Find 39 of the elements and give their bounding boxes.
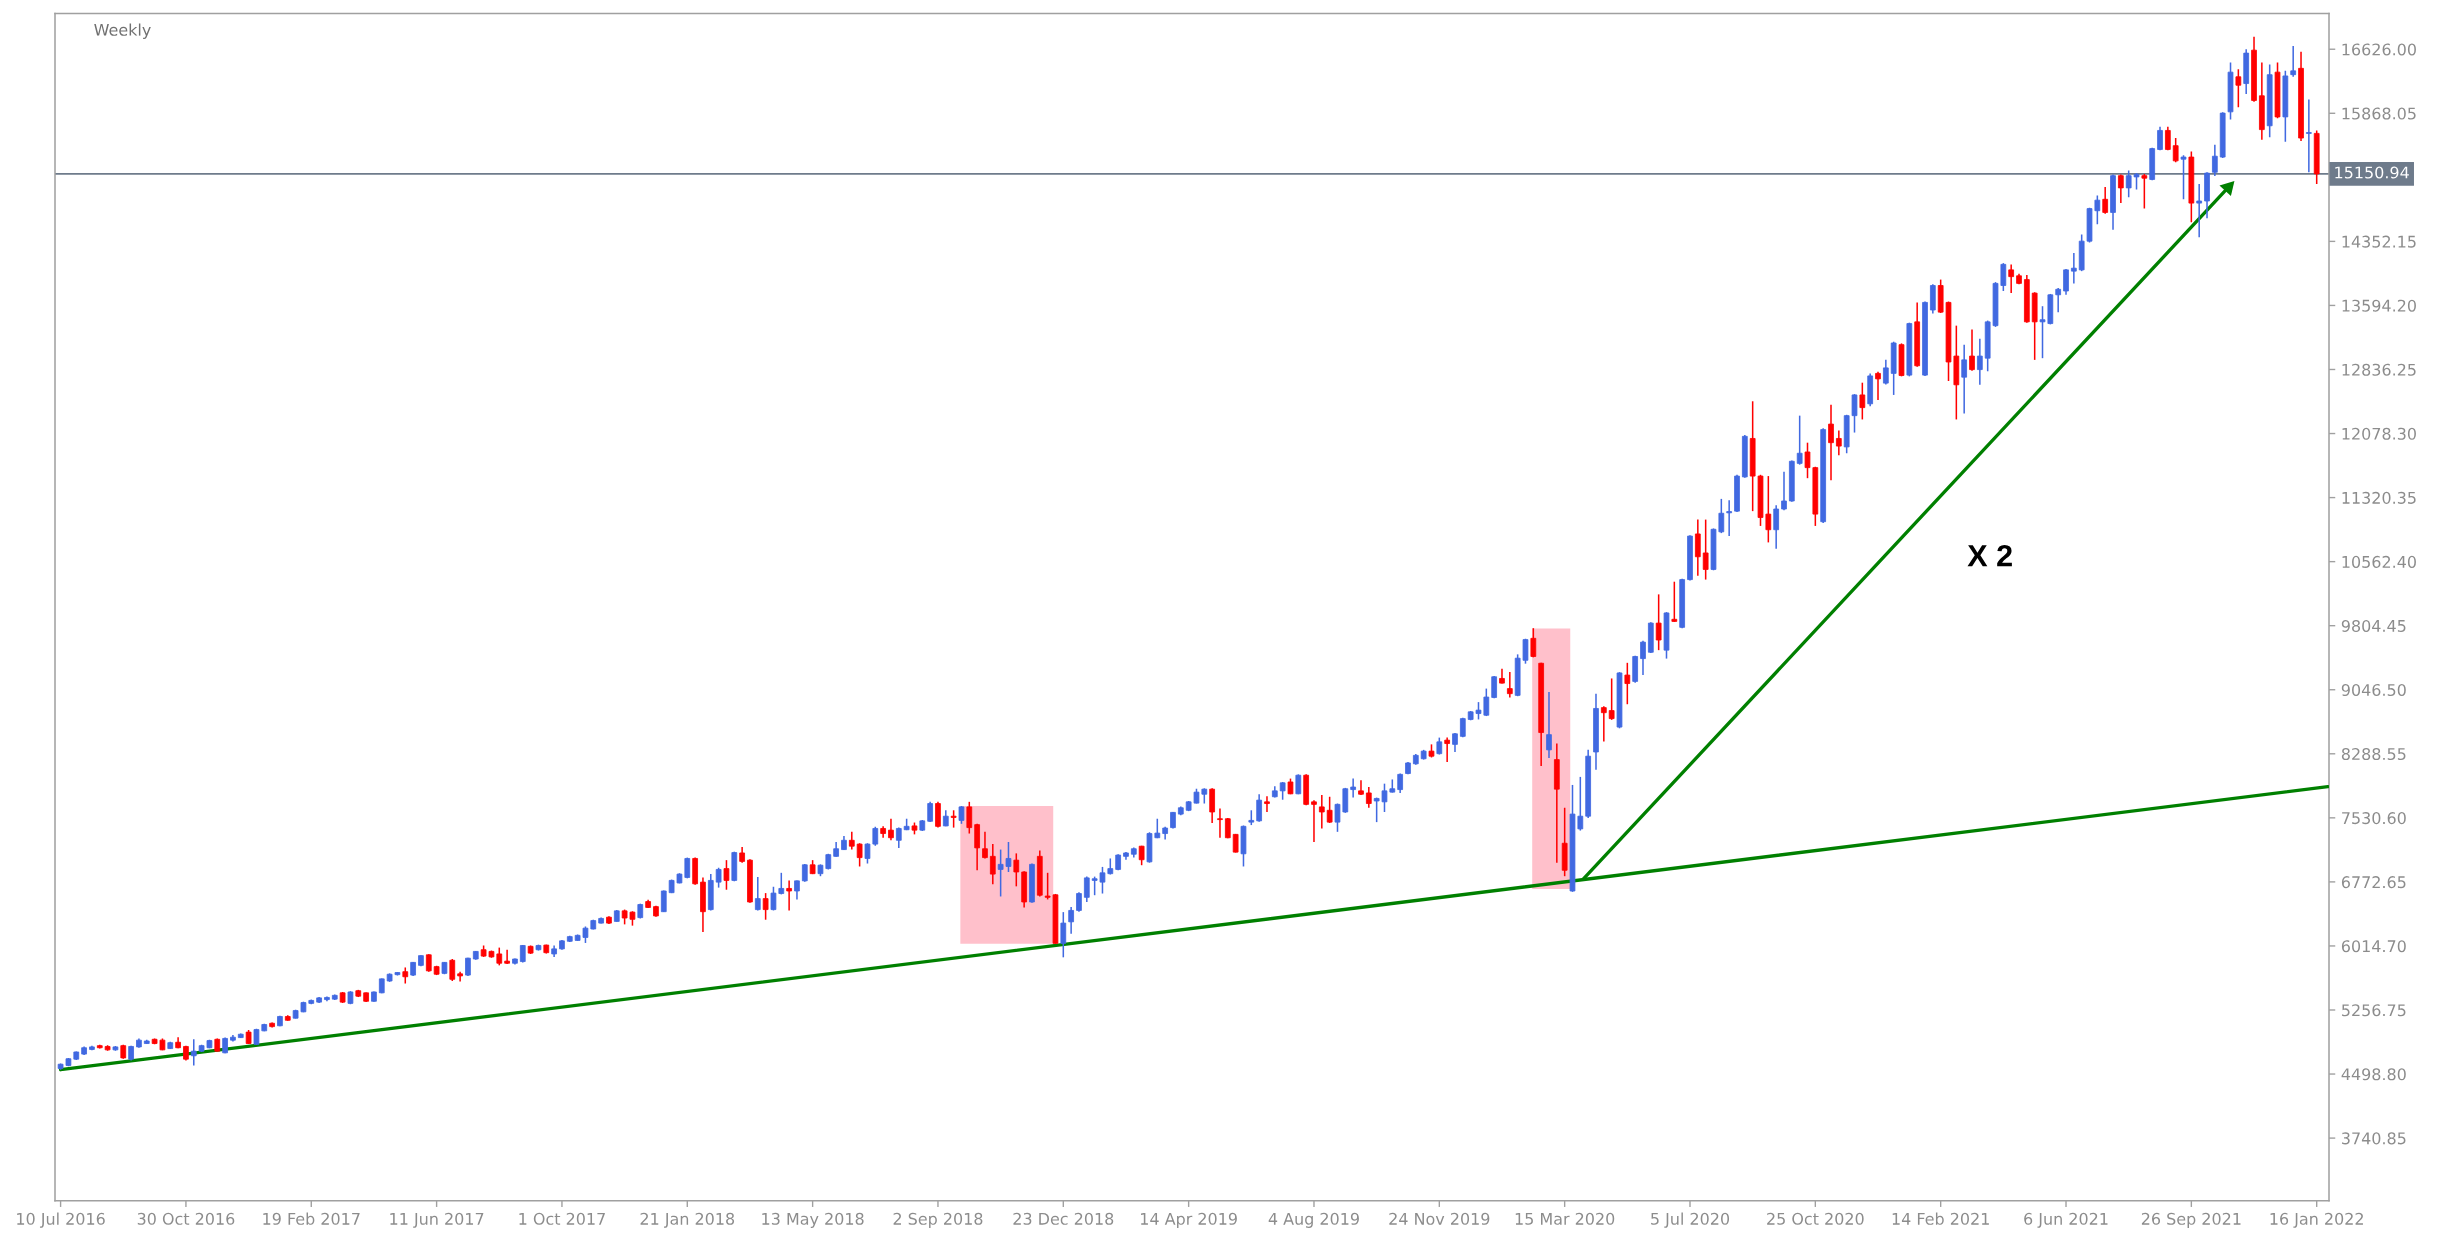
y-tick-label: 10562.40 bbox=[2342, 555, 2416, 568]
y-tick-label: 11320.35 bbox=[2342, 491, 2416, 504]
ref-line-label: 15150.94 bbox=[2335, 166, 2409, 179]
y-tick-label: 13594.20 bbox=[2342, 299, 2416, 312]
text: Weekly bbox=[94, 23, 151, 39]
annotation: X 2 bbox=[1967, 544, 2012, 567]
x-tick-label: 11 Jun 2017 bbox=[390, 1212, 484, 1228]
y-tick-label: 12078.30 bbox=[2342, 427, 2416, 440]
y-tick-label: 8288.55 bbox=[2341, 748, 2406, 761]
x-tick-label: 4 Aug 2019 bbox=[1268, 1212, 1359, 1228]
y-tick-label: 6772.65 bbox=[2341, 876, 2406, 889]
x-tick-label: 19 Feb 2017 bbox=[263, 1212, 360, 1225]
y-tick-label: 9046.50 bbox=[2341, 683, 2406, 697]
y-tick-label: 5256.75 bbox=[2342, 1004, 2406, 1017]
x-tick-label: 25 Oct 2020 bbox=[1767, 1212, 1864, 1225]
y-tick-label: 7530.60 bbox=[2342, 812, 2406, 825]
x-tick-label: 5 Jul 2020 bbox=[1651, 1212, 1730, 1228]
x-tick-label: 26 Sep 2021 bbox=[2141, 1212, 2241, 1228]
x-tick-label: 6 Jun 2021 bbox=[2024, 1212, 2108, 1228]
y-tick-label: 9804.45 bbox=[2341, 619, 2406, 632]
y-tick-label: 15868.05 bbox=[2342, 107, 2416, 120]
y-tick-label: 4498.80 bbox=[2341, 1068, 2406, 1081]
y-tick-label: 14352.15 bbox=[2342, 235, 2416, 248]
y-tick-label: 12836.25 bbox=[2342, 363, 2416, 376]
x-tick-label: 14 Apr 2019 bbox=[1141, 1212, 1237, 1228]
x-tick-label: 2 Sep 2018 bbox=[893, 1212, 983, 1228]
x-tick-label: 30 Oct 2016 bbox=[137, 1212, 235, 1225]
y-tick-label: 3740.85 bbox=[2342, 1132, 2406, 1145]
x-tick-label: 16 Jan 2022 bbox=[2270, 1212, 2363, 1228]
y-tick-label: 6014.70 bbox=[2341, 940, 2406, 953]
x-tick-label: 10 Jul 2016 bbox=[17, 1212, 105, 1228]
y-tick-label: 16626.00 bbox=[2342, 43, 2416, 56]
x-tick-label: 1 Oct 2017 bbox=[519, 1212, 605, 1225]
x-tick-label: 23 Dec 2018 bbox=[1013, 1212, 1114, 1225]
x-tick-label: 14 Feb 2021 bbox=[1892, 1212, 1989, 1225]
x-tick-label: 24 Nov 2019 bbox=[1389, 1212, 1490, 1225]
x-tick-label: 21 Jan 2018 bbox=[640, 1212, 735, 1228]
x-tick-label: 15 Mar 2020 bbox=[1515, 1212, 1615, 1225]
x-tick-label: 13 May 2018 bbox=[762, 1212, 864, 1228]
